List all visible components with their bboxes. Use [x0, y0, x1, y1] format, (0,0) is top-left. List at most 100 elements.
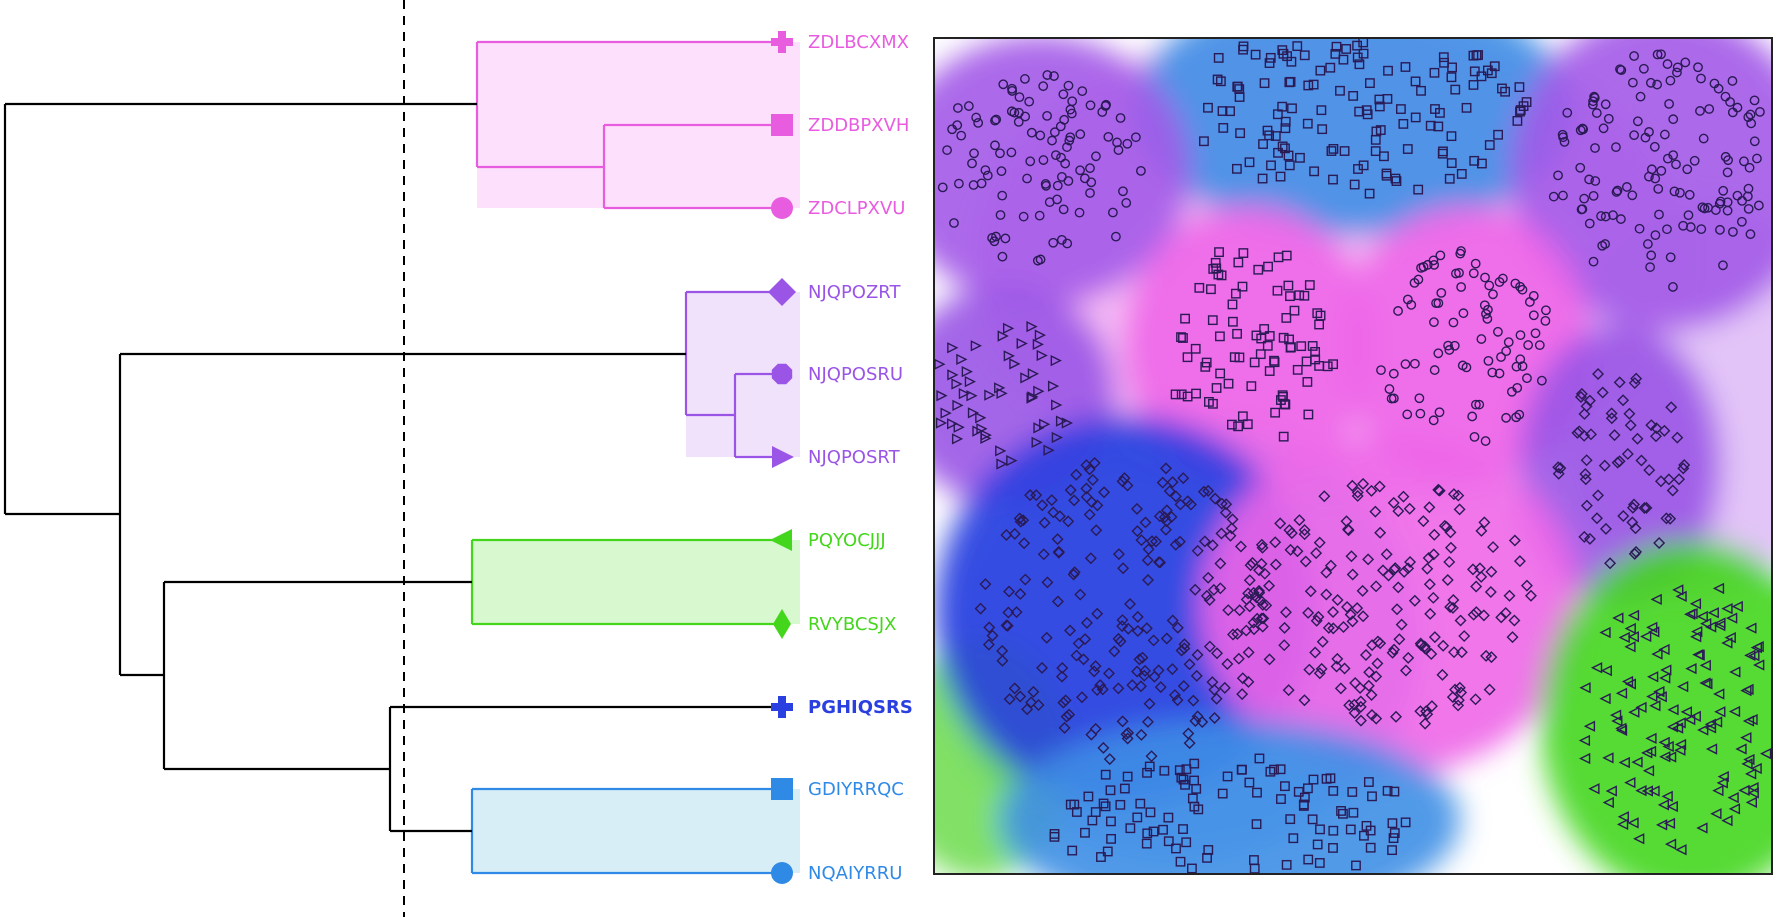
map-point [1727, 791, 1739, 804]
map-points-center-pink-circles [1376, 246, 1551, 446]
map-point [1133, 653, 1146, 666]
map-point [1027, 368, 1040, 380]
map-point [1320, 588, 1333, 601]
map-point [1370, 146, 1381, 157]
map-point [1215, 76, 1226, 87]
map-point [1354, 695, 1367, 708]
map-point [1047, 506, 1060, 519]
map-point [1087, 815, 1098, 826]
map-point [1259, 78, 1270, 89]
map-point [1232, 328, 1242, 339]
map-point [1410, 358, 1420, 369]
map-point [1170, 389, 1181, 400]
map-point [1217, 788, 1228, 799]
map-point [1469, 693, 1482, 706]
map-point [1617, 394, 1630, 407]
map-point [1278, 621, 1291, 634]
map-point [1225, 106, 1235, 117]
map-point [1354, 700, 1367, 713]
map-point [1322, 361, 1333, 372]
map-point [1645, 77, 1656, 88]
map-point [1218, 123, 1229, 133]
map-point [1348, 698, 1361, 711]
map-point [1731, 600, 1743, 613]
map-point [1080, 616, 1093, 629]
map-point [1626, 516, 1639, 529]
map-point [1221, 658, 1234, 670]
map-point [1631, 756, 1643, 768]
map-point [1148, 826, 1159, 837]
map-point [1749, 95, 1760, 106]
map-point [1613, 455, 1626, 468]
map-point [949, 218, 959, 228]
map-point [1254, 593, 1267, 606]
map-point [1439, 57, 1449, 68]
map-point [1096, 852, 1106, 862]
map-point [1010, 606, 1023, 619]
map-point [1596, 211, 1606, 221]
map-point [1132, 812, 1143, 823]
map-point [1476, 71, 1487, 82]
map-point [1446, 691, 1459, 704]
map-point [1248, 623, 1261, 636]
map-point [1661, 790, 1673, 802]
map-point [1166, 614, 1179, 627]
map-point [1707, 607, 1719, 619]
map-point [1296, 341, 1307, 352]
map-point [1713, 688, 1725, 700]
map-point [1214, 557, 1227, 570]
map-point [1410, 76, 1421, 87]
map-point [1348, 91, 1359, 101]
map-point [1278, 391, 1288, 402]
map-point [1060, 710, 1073, 723]
map-point [1629, 51, 1639, 61]
map-point [1424, 607, 1437, 620]
map-point [1301, 356, 1312, 367]
map-point [1578, 734, 1591, 747]
map-point [1243, 574, 1256, 587]
map-point [1269, 558, 1282, 571]
map-point [1247, 586, 1260, 599]
map-point [1191, 648, 1204, 661]
leaf-marker-zddbpxvh-square-icon [771, 114, 793, 136]
map-point [1672, 584, 1684, 596]
map-point [1493, 129, 1504, 140]
map-point [1660, 664, 1672, 676]
map-point [1579, 752, 1591, 765]
map-point [1391, 176, 1402, 186]
map-point [1207, 583, 1220, 596]
map-point [1091, 499, 1104, 512]
map-point [1308, 79, 1319, 90]
map-point [1448, 317, 1459, 328]
map-point [1508, 534, 1521, 547]
map-point [1282, 684, 1295, 697]
map-point [1696, 224, 1707, 235]
map-point [1036, 349, 1048, 362]
leaf-label-gdiyrrqc: GDIYRRQC [808, 779, 904, 800]
map-point [966, 390, 978, 402]
map-point [1506, 631, 1519, 644]
map-point [1468, 268, 1479, 279]
leaf-marker-njqpozrt-diamond-icon [768, 278, 796, 306]
map-point [1257, 173, 1268, 184]
map-points-top-left-purple-circles [937, 70, 1146, 266]
map-point [980, 165, 991, 175]
map-point [1402, 409, 1413, 420]
map-point [1312, 610, 1325, 623]
leaf-marker-rvybcsjx-thin-diamond-icon [773, 609, 791, 639]
map-point [1351, 486, 1364, 499]
map-point [1348, 707, 1361, 719]
map-point [1062, 515, 1075, 528]
map-point [1337, 620, 1350, 633]
map-point [1393, 306, 1403, 316]
map-point [1275, 171, 1286, 182]
map-point [1251, 819, 1262, 830]
map-point [1303, 663, 1316, 676]
map-point [1346, 479, 1359, 492]
map-point [1315, 65, 1326, 76]
map-point [1233, 421, 1244, 432]
map-point [1476, 334, 1487, 344]
map-point [1616, 214, 1626, 224]
map-point [1263, 579, 1276, 592]
map-point [1208, 398, 1218, 409]
